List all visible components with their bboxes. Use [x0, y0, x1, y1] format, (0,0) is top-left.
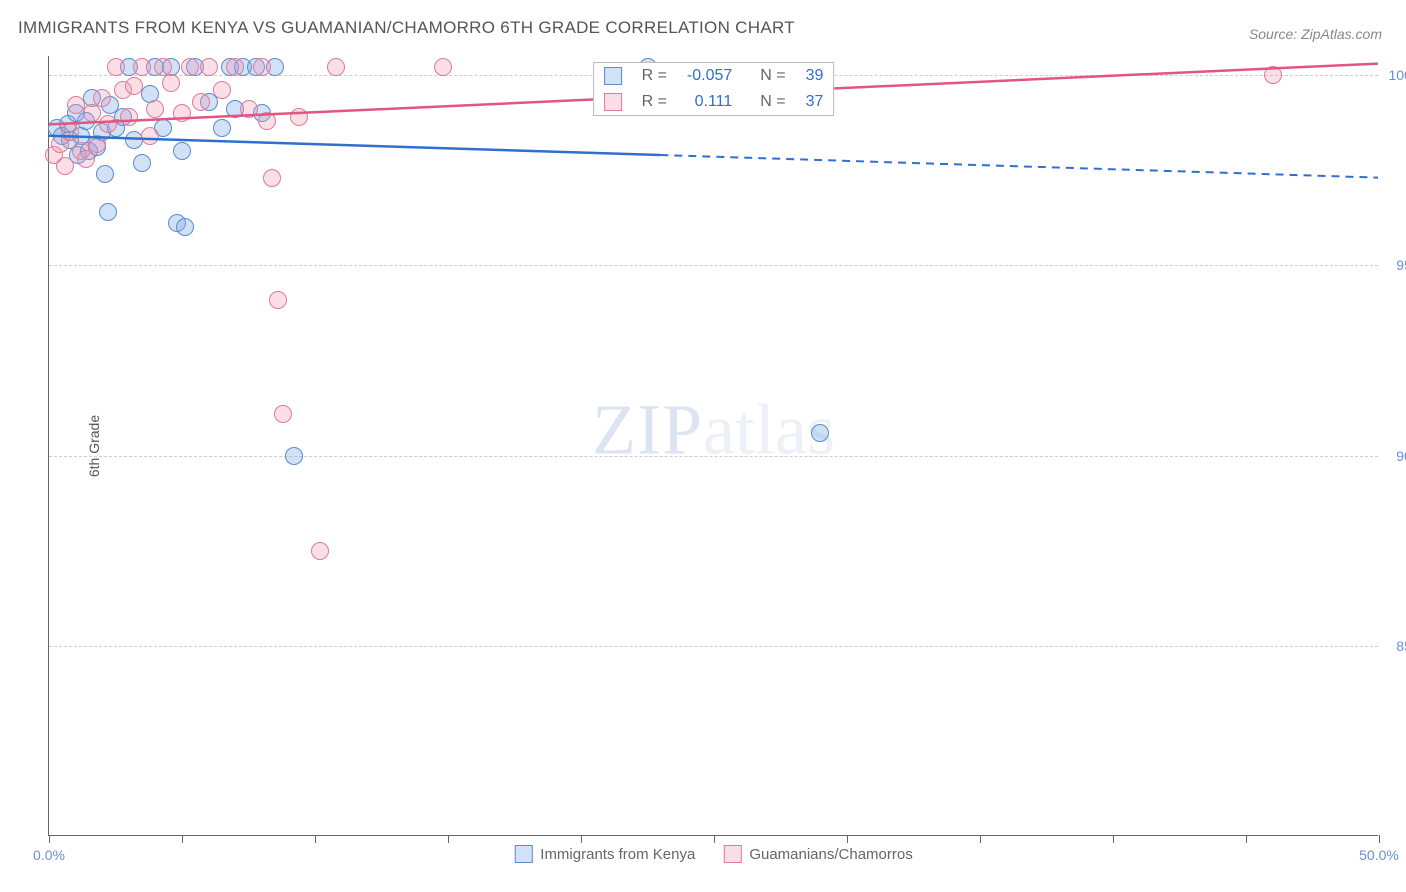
legend-swatch — [514, 845, 532, 863]
data-point — [200, 58, 218, 76]
data-point — [434, 58, 452, 76]
data-point — [253, 58, 271, 76]
gridline — [49, 456, 1378, 457]
legend-label: Guamanians/Chamorros — [749, 846, 912, 863]
chart-title: IMMIGRANTS FROM KENYA VS GUAMANIAN/CHAMO… — [18, 18, 795, 38]
x-tick — [714, 835, 715, 843]
data-point — [133, 58, 151, 76]
stats-row: R =-0.057N =39 — [594, 63, 834, 89]
y-tick-label: 100.0% — [1389, 67, 1406, 83]
stats-row: R =0.111N =37 — [594, 89, 834, 115]
x-tick-label: 0.0% — [33, 847, 65, 863]
x-tick — [581, 835, 582, 843]
data-point — [176, 218, 194, 236]
x-tick — [1379, 835, 1380, 843]
data-point — [125, 77, 143, 95]
watermark: ZIPatlas — [592, 388, 835, 471]
data-point — [99, 115, 117, 133]
source-attribution: Source: ZipAtlas.com — [1249, 26, 1382, 42]
data-point — [192, 93, 210, 111]
data-point — [93, 89, 111, 107]
data-point — [240, 100, 258, 118]
stats-n-label: N = — [742, 89, 795, 115]
data-point — [1264, 66, 1282, 84]
data-point — [133, 154, 151, 172]
stats-r-value: -0.057 — [677, 63, 742, 89]
data-point — [269, 291, 287, 309]
data-point — [96, 165, 114, 183]
data-point — [258, 112, 276, 130]
y-tick-label: 90.0% — [1396, 448, 1406, 464]
x-tick — [49, 835, 50, 843]
watermark-zip: ZIP — [592, 389, 703, 469]
data-point — [226, 58, 244, 76]
plot-area: 6th Grade ZIPatlas 85.0%90.0%95.0%100.0%… — [48, 56, 1378, 836]
stats-n-value: 37 — [796, 89, 834, 115]
data-point — [141, 127, 159, 145]
x-tick-label: 50.0% — [1359, 847, 1399, 863]
legend-swatch — [723, 845, 741, 863]
data-point — [181, 58, 199, 76]
legend-swatch — [604, 67, 622, 85]
gridline — [49, 265, 1378, 266]
data-point — [285, 447, 303, 465]
data-point — [146, 100, 164, 118]
x-tick — [980, 835, 981, 843]
data-point — [83, 104, 101, 122]
data-point — [213, 119, 231, 137]
data-point — [77, 150, 95, 168]
data-point — [213, 81, 231, 99]
y-tick-label: 95.0% — [1396, 257, 1406, 273]
stats-n-value: 39 — [796, 63, 834, 89]
data-point — [88, 135, 106, 153]
stats-r-label: R = — [632, 63, 677, 89]
data-point — [173, 104, 191, 122]
stats-r-value: 0.111 — [677, 89, 742, 115]
legend-item: Guamanians/Chamorros — [723, 845, 912, 863]
data-point — [263, 169, 281, 187]
data-point — [61, 123, 79, 141]
data-point — [290, 108, 308, 126]
y-axis-label: 6th Grade — [86, 414, 102, 476]
bottom-legend: Immigrants from Kenya Guamanians/Chamorro… — [514, 845, 912, 863]
trend-line-extrapolated — [660, 155, 1378, 178]
data-point — [56, 157, 74, 175]
gridline — [49, 646, 1378, 647]
stats-n-label: N = — [742, 63, 795, 89]
data-point — [327, 58, 345, 76]
data-point — [99, 203, 117, 221]
data-point — [311, 542, 329, 560]
stats-legend-box: R =-0.057N =39R =0.111N =37 — [593, 62, 835, 116]
x-tick — [847, 835, 848, 843]
legend-label: Immigrants from Kenya — [540, 846, 695, 863]
data-point — [274, 405, 292, 423]
legend-swatch — [604, 93, 622, 111]
data-point — [120, 108, 138, 126]
x-tick — [448, 835, 449, 843]
y-tick-label: 85.0% — [1396, 638, 1406, 654]
x-tick — [315, 835, 316, 843]
data-point — [107, 58, 125, 76]
data-point — [811, 424, 829, 442]
data-point — [162, 74, 180, 92]
x-tick — [1113, 835, 1114, 843]
x-tick — [182, 835, 183, 843]
x-tick — [1246, 835, 1247, 843]
legend-item: Immigrants from Kenya — [514, 845, 695, 863]
data-point — [173, 142, 191, 160]
stats-r-label: R = — [632, 89, 677, 115]
